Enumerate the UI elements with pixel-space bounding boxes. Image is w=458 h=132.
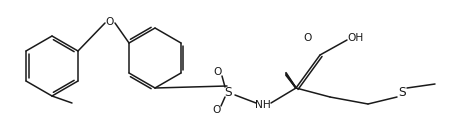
Text: S: S — [224, 86, 232, 98]
Text: O: O — [214, 67, 222, 77]
Text: S: S — [398, 86, 406, 98]
Text: NH: NH — [255, 100, 271, 110]
Text: O: O — [304, 33, 312, 43]
Text: OH: OH — [347, 33, 363, 43]
Text: O: O — [213, 105, 221, 115]
Text: O: O — [106, 17, 114, 27]
